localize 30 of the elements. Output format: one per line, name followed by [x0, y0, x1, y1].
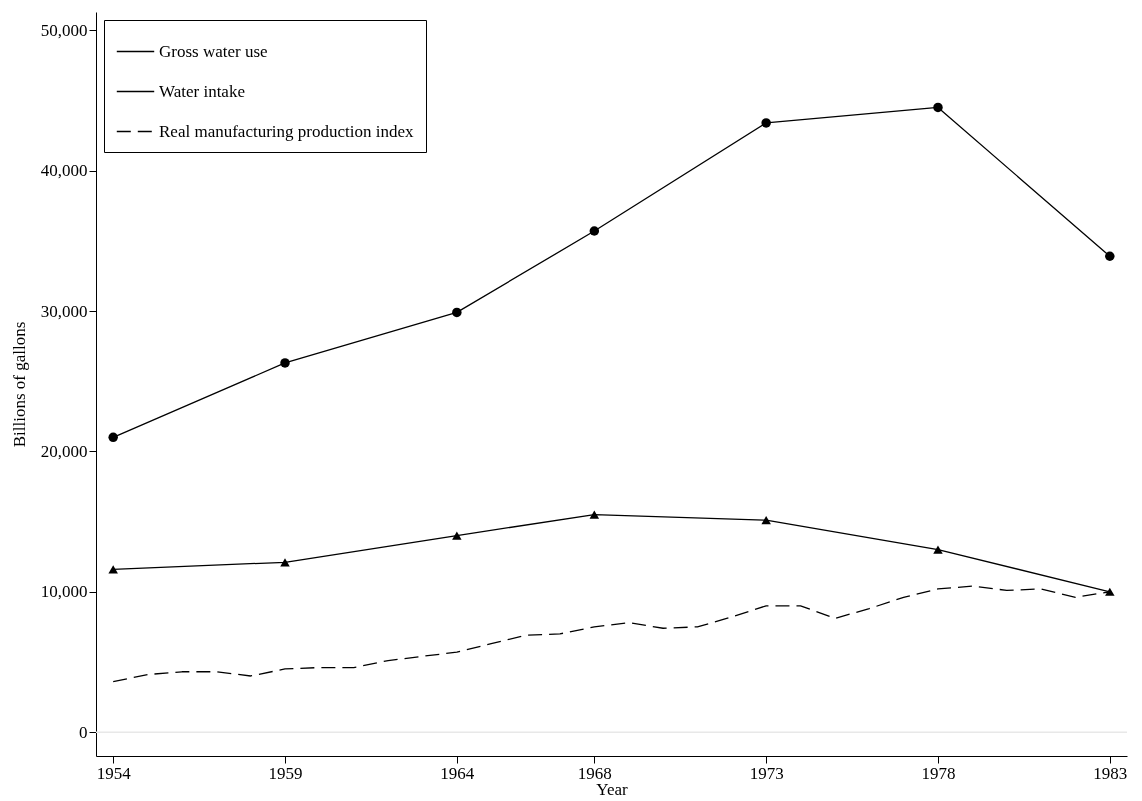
- point: [452, 531, 462, 540]
- legend-label: Water intake: [159, 81, 245, 101]
- point: [933, 102, 943, 113]
- point: [761, 516, 771, 525]
- x-tick-label: 1978: [921, 763, 956, 783]
- y-tick-label: 40,000: [40, 161, 88, 181]
- point: [280, 358, 290, 368]
- point: [1105, 251, 1115, 261]
- y-tick-label: 0: [79, 722, 88, 742]
- x-tick-label: 1954: [96, 763, 132, 783]
- point: [108, 432, 118, 443]
- x-tick-label: 1964: [440, 763, 475, 783]
- point: [589, 226, 600, 236]
- x-tick-label: 1983: [1093, 763, 1128, 783]
- y-axis-title: Billions of gallons: [9, 321, 29, 448]
- y-tick-label: 30,000: [40, 301, 88, 321]
- point: [452, 307, 462, 318]
- point: [1105, 587, 1115, 596]
- y-tick-label: 20,000: [40, 441, 88, 461]
- y-tick-label: 50,000: [40, 20, 88, 40]
- y-tick-label: 10,000: [40, 582, 88, 602]
- legend-label: Real manufacturing production index: [159, 121, 414, 141]
- point: [280, 558, 290, 567]
- point: [933, 545, 943, 554]
- x-tick-label: 1959: [268, 763, 303, 783]
- point: [589, 510, 600, 519]
- point: [108, 565, 118, 574]
- legend-label: Gross water use: [159, 41, 268, 61]
- x-tick-label: 1973: [749, 763, 784, 783]
- point: [761, 118, 771, 128]
